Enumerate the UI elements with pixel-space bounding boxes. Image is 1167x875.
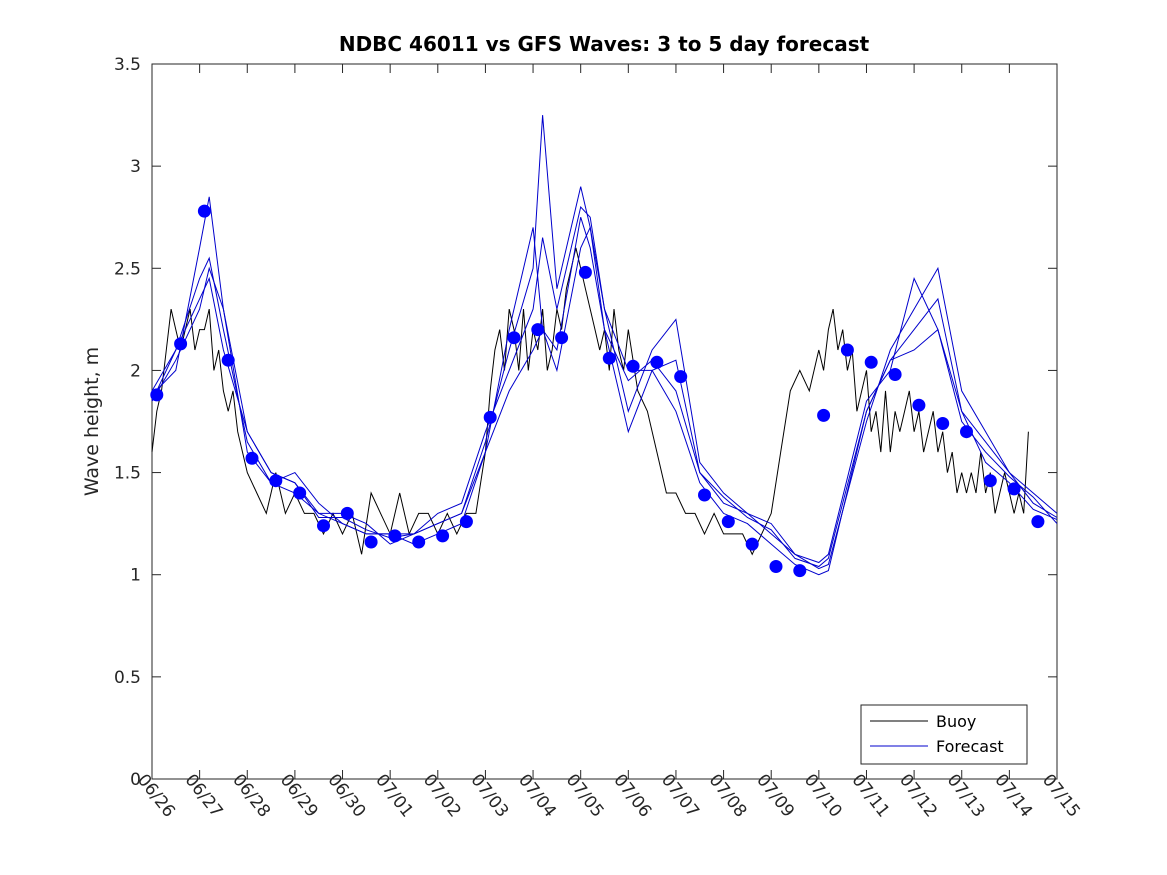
y-tick-label: 3.5 <box>114 55 141 75</box>
forecast-point <box>578 265 592 279</box>
forecast-point <box>769 560 783 573</box>
forecast-point <box>174 337 188 351</box>
forecast-point <box>960 425 973 439</box>
forecast-point <box>840 343 854 357</box>
legend-label-buoy: Buoy <box>936 712 976 731</box>
forecast-point <box>864 355 878 369</box>
forecast-series <box>151 115 1058 576</box>
forecast-points-series <box>150 204 1045 578</box>
forecast-point <box>888 368 902 381</box>
forecast-point <box>150 388 164 402</box>
forecast-point <box>793 564 807 578</box>
forecast-point <box>459 515 473 529</box>
y-tick-label: 0.5 <box>114 668 141 688</box>
forecast-point <box>293 486 307 500</box>
y-tick-label: 1 <box>130 566 141 586</box>
y-axis-label: Wave height, m <box>81 347 103 496</box>
forecast-point <box>983 474 997 488</box>
forecast-point <box>269 474 283 488</box>
forecast-point <box>436 529 450 543</box>
y-tick-label: 0 <box>130 770 141 790</box>
forecast-line-2 <box>151 115 1058 570</box>
forecast-point <box>340 506 354 520</box>
forecast-point <box>674 370 688 384</box>
forecast-point <box>912 398 926 412</box>
forecast-point <box>221 353 235 367</box>
forecast-point <box>817 408 831 422</box>
forecast-point <box>197 204 211 218</box>
forecast-point <box>745 537 759 551</box>
forecast-point <box>626 359 640 373</box>
legend-label-forecast: Forecast <box>936 737 1004 756</box>
forecast-point <box>936 417 950 430</box>
forecast-point <box>317 519 330 533</box>
forecast-point <box>602 351 616 365</box>
forecast-point <box>1007 482 1021 496</box>
forecast-point <box>1031 515 1045 529</box>
y-tick-label: 2.5 <box>114 259 141 279</box>
plot-area <box>150 63 1058 780</box>
forecast-point <box>650 355 664 369</box>
y-axis: 0 0.5 1 1.5 2 2.5 3 3.5 <box>114 55 1057 790</box>
forecast-point <box>245 451 259 465</box>
forecast-point <box>507 331 521 345</box>
legend: Buoy Forecast <box>860 704 1028 765</box>
forecast-point <box>483 410 497 424</box>
forecast-line-4 <box>151 217 1058 568</box>
legend-box <box>860 704 1028 765</box>
forecast-point <box>531 323 545 337</box>
axes-box <box>151 63 1058 780</box>
y-tick-label: 2 <box>130 361 141 381</box>
forecast-point <box>698 488 711 502</box>
y-tick-label: 1.5 <box>114 464 141 484</box>
y-tick-label: 3 <box>130 157 141 177</box>
forecast-point <box>364 535 378 549</box>
forecast-point <box>555 331 569 345</box>
forecast-point <box>412 535 426 549</box>
forecast-point <box>388 529 402 543</box>
chart-title: NDBC 46011 vs GFS Waves: 3 to 5 day fore… <box>339 32 870 56</box>
forecast-point <box>721 515 735 529</box>
